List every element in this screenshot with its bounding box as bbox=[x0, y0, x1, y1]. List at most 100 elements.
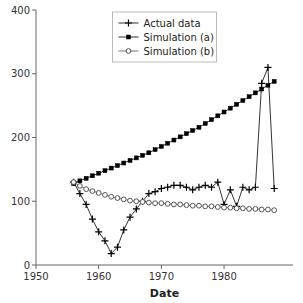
legend-label: Simulation (a) bbox=[144, 32, 214, 43]
point bbox=[96, 191, 101, 196]
y-tick bbox=[32, 265, 36, 266]
point bbox=[120, 226, 127, 233]
point bbox=[139, 198, 146, 205]
point bbox=[133, 205, 140, 212]
point bbox=[141, 153, 145, 157]
point bbox=[77, 184, 82, 189]
point bbox=[266, 207, 271, 212]
x-tick bbox=[98, 265, 99, 269]
point bbox=[233, 203, 240, 210]
point bbox=[115, 164, 119, 168]
point bbox=[214, 179, 221, 186]
series-line bbox=[74, 67, 275, 253]
point bbox=[97, 171, 101, 175]
x-axis-label: Date bbox=[150, 287, 179, 300]
point bbox=[109, 194, 114, 199]
point bbox=[70, 179, 77, 186]
y-tick-label: 400 bbox=[11, 5, 30, 16]
point bbox=[128, 198, 133, 203]
point bbox=[90, 174, 94, 178]
y-tick-label: 200 bbox=[11, 132, 30, 143]
point bbox=[203, 204, 208, 209]
point bbox=[184, 132, 188, 136]
point bbox=[240, 206, 245, 211]
point bbox=[247, 207, 252, 212]
point bbox=[195, 184, 202, 191]
plot-area bbox=[70, 64, 278, 257]
point bbox=[153, 201, 158, 206]
point bbox=[134, 199, 139, 204]
series bbox=[70, 64, 278, 257]
point bbox=[78, 179, 82, 183]
point bbox=[216, 114, 220, 118]
point bbox=[191, 128, 195, 132]
point bbox=[178, 135, 182, 139]
point bbox=[260, 87, 264, 91]
point bbox=[84, 187, 89, 192]
legend: Actual dataSimulation (a)Simulation (b) bbox=[113, 12, 217, 62]
point bbox=[266, 83, 270, 87]
x-tick-label: 1970 bbox=[149, 271, 174, 282]
series-line bbox=[74, 81, 275, 183]
point bbox=[178, 202, 183, 207]
series bbox=[72, 79, 277, 185]
point bbox=[203, 121, 207, 125]
point bbox=[222, 205, 227, 210]
point bbox=[241, 99, 245, 103]
y-tick bbox=[32, 137, 36, 138]
x-tick bbox=[161, 265, 162, 269]
point bbox=[147, 151, 151, 155]
x-tick bbox=[36, 265, 37, 269]
point bbox=[114, 244, 121, 251]
y-tick bbox=[32, 201, 36, 202]
point bbox=[95, 228, 102, 235]
x-axis-line bbox=[36, 265, 293, 266]
point bbox=[197, 125, 201, 129]
point bbox=[246, 186, 253, 193]
point bbox=[227, 186, 234, 193]
point bbox=[209, 204, 214, 209]
point bbox=[235, 102, 239, 106]
point bbox=[215, 205, 220, 210]
x-tick-label: 1950 bbox=[23, 271, 48, 282]
y-tick-label: 100 bbox=[11, 196, 30, 207]
y-tick bbox=[32, 73, 36, 74]
point bbox=[166, 141, 170, 145]
chart: 19501960197019800100200300400DateActual … bbox=[0, 0, 303, 303]
point bbox=[103, 169, 107, 173]
point bbox=[252, 184, 259, 191]
point bbox=[247, 95, 251, 99]
point bbox=[208, 184, 215, 191]
point bbox=[159, 144, 163, 148]
legend-label: Simulation (b) bbox=[144, 46, 215, 57]
point bbox=[159, 201, 164, 206]
point bbox=[264, 64, 271, 71]
point bbox=[145, 190, 152, 197]
legend-frame bbox=[113, 12, 217, 62]
point bbox=[165, 201, 170, 206]
point bbox=[258, 80, 265, 87]
y-tick bbox=[32, 10, 36, 11]
point bbox=[271, 185, 278, 192]
point bbox=[228, 106, 232, 110]
x-tick-label: 1960 bbox=[86, 271, 111, 282]
point bbox=[89, 216, 96, 223]
series bbox=[71, 180, 276, 213]
legend-marker bbox=[127, 35, 131, 39]
series-line bbox=[74, 182, 275, 210]
point bbox=[127, 214, 134, 221]
y-tick-label: 300 bbox=[11, 68, 30, 79]
point bbox=[101, 237, 108, 244]
point bbox=[189, 186, 196, 193]
point bbox=[76, 190, 83, 197]
point bbox=[197, 203, 202, 208]
point bbox=[146, 200, 151, 205]
x-tick bbox=[224, 265, 225, 269]
point bbox=[115, 196, 120, 201]
point bbox=[184, 203, 189, 208]
point bbox=[103, 192, 108, 197]
point bbox=[253, 207, 258, 212]
point bbox=[272, 208, 277, 213]
legend-marker bbox=[125, 20, 132, 27]
point bbox=[158, 185, 165, 192]
